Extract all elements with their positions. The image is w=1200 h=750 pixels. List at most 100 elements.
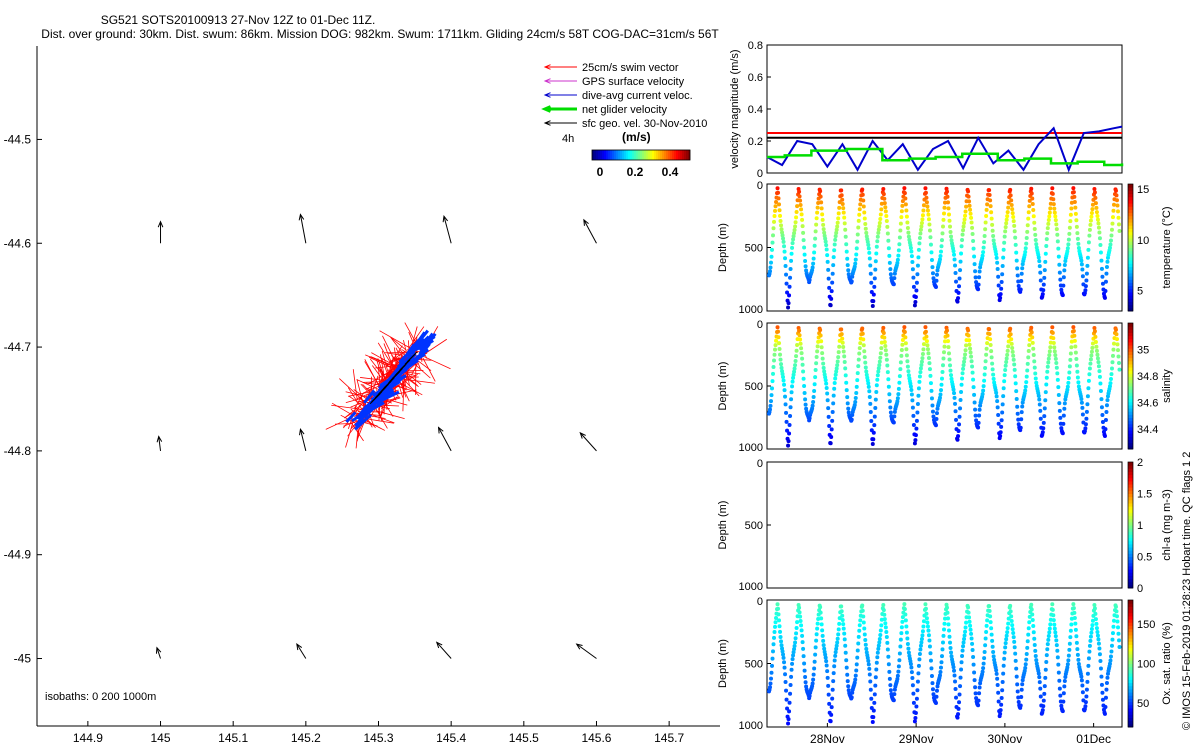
profile-dot — [1090, 207, 1095, 212]
profile-dot — [881, 325, 886, 330]
profile-dot — [955, 437, 960, 442]
profile-dot — [779, 227, 784, 232]
profile-dot — [780, 646, 785, 651]
profile-dot — [930, 271, 935, 276]
cbar-cell — [1128, 575, 1133, 580]
profile-dot — [1044, 244, 1049, 249]
profile-dot — [906, 650, 911, 655]
profile-dot — [916, 255, 921, 260]
profile-y-label: Depth (m) — [717, 362, 729, 411]
profile-dot — [1003, 229, 1008, 234]
colorbar-cell — [628, 150, 631, 160]
profile-dot — [1086, 656, 1091, 661]
geo-velocity-arrow — [158, 436, 162, 451]
profile-dot — [1071, 190, 1076, 195]
profile-dot — [792, 366, 797, 371]
profile-dot — [836, 216, 841, 221]
profile-dot — [816, 201, 821, 206]
profile-dot — [769, 254, 774, 259]
profile-dot — [1043, 390, 1048, 395]
cbar-cell — [1128, 203, 1133, 207]
profile-dot — [914, 704, 919, 709]
cbar-cell — [1128, 688, 1133, 693]
profile-dot — [897, 380, 902, 385]
profile-dot — [1096, 637, 1101, 642]
profile-dot — [811, 256, 816, 261]
profile-dot — [919, 637, 924, 642]
profile-dot — [940, 647, 945, 652]
profile-dot — [943, 200, 948, 205]
profile-dot — [863, 226, 868, 231]
profile-dot — [1053, 356, 1058, 361]
profile-dot — [1115, 342, 1120, 347]
profile-dot — [1046, 221, 1051, 226]
profile-dot — [1117, 228, 1122, 233]
profile-dot — [1093, 201, 1098, 206]
profile-dot — [1072, 200, 1077, 205]
profile-dot — [1057, 262, 1062, 267]
profile-dot — [820, 356, 825, 361]
profile-dot — [1105, 259, 1110, 264]
profile-dot — [931, 692, 936, 697]
profile-dot — [966, 189, 971, 194]
profile-dot — [842, 354, 847, 359]
profile-dot — [918, 231, 923, 236]
profile-dot — [845, 672, 850, 677]
profile-dot — [786, 301, 791, 306]
profile-dot — [813, 229, 818, 234]
profile-dot — [1003, 645, 1008, 650]
profile-dot — [1095, 217, 1100, 222]
profile-dot — [895, 396, 900, 401]
swim-vector — [352, 369, 358, 401]
profile-dot — [1100, 274, 1105, 279]
profile-dot — [853, 673, 858, 678]
profile-dot — [1068, 357, 1073, 362]
profile-dot — [1074, 640, 1079, 645]
profile-dots — [767, 325, 1122, 448]
profile-dot — [1020, 404, 1025, 409]
profile-dot — [1056, 246, 1061, 251]
profile-dot — [931, 276, 936, 281]
cbar-cell — [1128, 692, 1133, 696]
profile-dot — [899, 209, 904, 214]
swim-vector — [350, 421, 364, 442]
profile-dot — [1089, 627, 1094, 632]
profile-dot — [843, 650, 848, 655]
profile-dot — [781, 239, 786, 244]
profile-dot — [1047, 210, 1052, 215]
profile-dot — [1032, 220, 1037, 225]
profile-dot — [1114, 614, 1119, 619]
profile-dot — [769, 399, 774, 404]
profile-dot — [1041, 282, 1046, 287]
profile-dot — [1030, 340, 1035, 345]
profile-dot — [946, 616, 951, 621]
profile-dot — [917, 374, 922, 379]
profile-dot — [856, 225, 861, 230]
profile-dot — [918, 227, 923, 232]
profile-dot — [949, 376, 954, 381]
profile-dot — [903, 612, 908, 617]
profile-dot — [1110, 637, 1115, 642]
profile-dot — [1094, 210, 1099, 215]
profile-dot — [906, 373, 911, 378]
profile-dot — [1020, 682, 1025, 687]
profile-dot — [939, 376, 944, 381]
profile-dot — [987, 193, 992, 198]
profile-dot — [784, 410, 789, 415]
cbar-cell — [1128, 272, 1133, 277]
colorbar-cell — [654, 150, 657, 160]
profile-dot — [829, 434, 834, 439]
cbar-cell — [1128, 348, 1133, 352]
profile-dot — [905, 364, 910, 369]
profile-dot — [878, 633, 883, 638]
profile-dot — [794, 215, 799, 220]
profile-dot — [835, 359, 840, 364]
profile-dot — [877, 220, 882, 225]
colorbar-cell — [626, 150, 629, 160]
profile-dot — [1043, 251, 1048, 256]
profile-dot — [1002, 650, 1007, 655]
colorbar-cell — [600, 150, 603, 160]
profile-dot — [982, 240, 987, 245]
profile-dot — [821, 643, 826, 648]
profile-dot — [1062, 678, 1067, 683]
